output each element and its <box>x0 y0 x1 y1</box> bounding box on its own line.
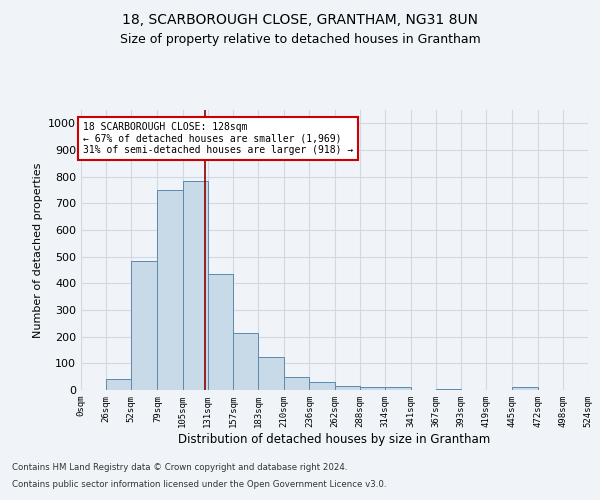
Bar <box>359 388 385 390</box>
Text: Size of property relative to detached houses in Grantham: Size of property relative to detached ho… <box>119 32 481 46</box>
Bar <box>512 388 538 390</box>
Bar <box>335 386 359 390</box>
Text: Contains HM Land Registry data © Crown copyright and database right 2024.: Contains HM Land Registry data © Crown c… <box>12 464 347 472</box>
Bar <box>385 388 411 390</box>
Bar <box>131 260 157 390</box>
Bar <box>233 332 258 390</box>
Bar <box>182 180 208 390</box>
Text: Contains public sector information licensed under the Open Government Licence v3: Contains public sector information licen… <box>12 480 386 489</box>
X-axis label: Distribution of detached houses by size in Grantham: Distribution of detached houses by size … <box>178 432 491 446</box>
Bar <box>157 190 182 390</box>
Bar <box>436 388 461 390</box>
Bar <box>284 376 310 390</box>
Bar <box>106 380 131 390</box>
Text: 18 SCARBOROUGH CLOSE: 128sqm
← 67% of detached houses are smaller (1,969)
31% of: 18 SCARBOROUGH CLOSE: 128sqm ← 67% of de… <box>83 122 353 155</box>
Bar <box>310 382 335 390</box>
Y-axis label: Number of detached properties: Number of detached properties <box>32 162 43 338</box>
Text: 18, SCARBOROUGH CLOSE, GRANTHAM, NG31 8UN: 18, SCARBOROUGH CLOSE, GRANTHAM, NG31 8U… <box>122 12 478 26</box>
Bar <box>258 356 284 390</box>
Bar <box>208 274 233 390</box>
